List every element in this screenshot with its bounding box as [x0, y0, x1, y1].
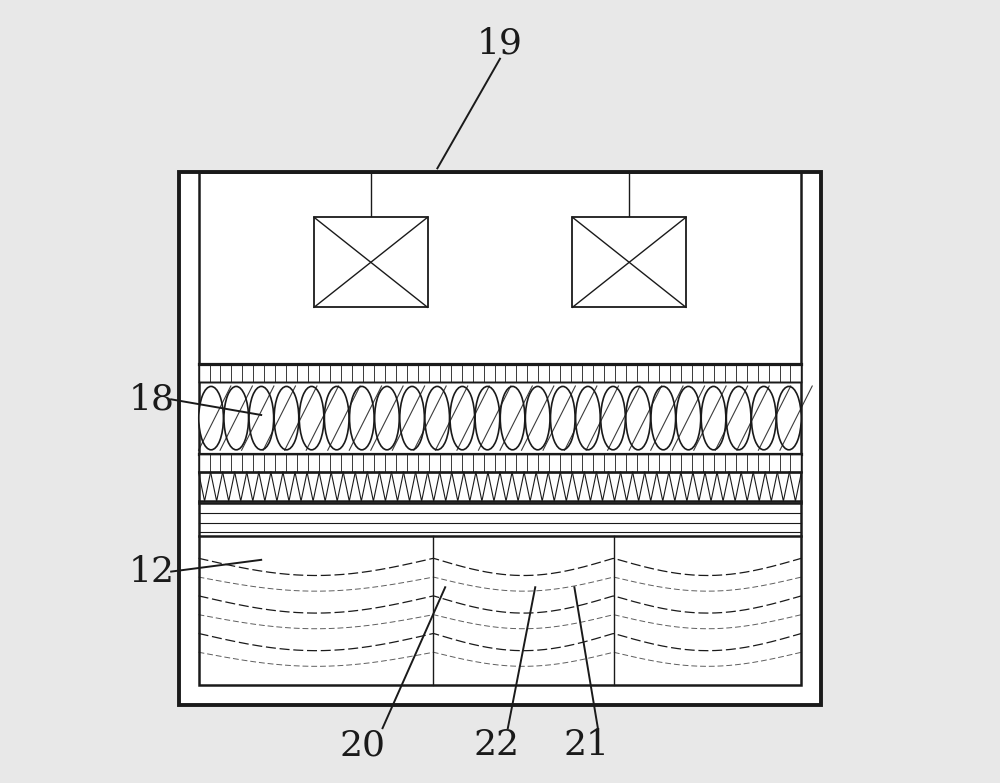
Ellipse shape — [475, 387, 500, 449]
Text: 12: 12 — [129, 554, 175, 589]
Ellipse shape — [576, 387, 600, 449]
Bar — [179, 172, 821, 705]
Ellipse shape — [274, 387, 299, 449]
Ellipse shape — [224, 387, 249, 449]
Text: 20: 20 — [340, 728, 386, 763]
Ellipse shape — [400, 387, 424, 449]
Ellipse shape — [425, 387, 450, 449]
Bar — [199, 172, 801, 685]
Ellipse shape — [525, 387, 550, 449]
Ellipse shape — [324, 387, 349, 449]
Text: 22: 22 — [473, 728, 519, 763]
Text: 19: 19 — [477, 26, 523, 60]
Ellipse shape — [626, 387, 650, 449]
Bar — [314, 217, 428, 307]
Ellipse shape — [199, 387, 223, 449]
Ellipse shape — [450, 387, 475, 449]
Bar — [199, 454, 801, 472]
Ellipse shape — [751, 387, 776, 449]
Text: 18: 18 — [129, 382, 175, 417]
Ellipse shape — [299, 387, 324, 449]
Ellipse shape — [350, 387, 374, 449]
Ellipse shape — [601, 387, 625, 449]
Ellipse shape — [500, 387, 525, 449]
Bar — [199, 364, 801, 382]
Ellipse shape — [651, 387, 676, 449]
Ellipse shape — [676, 387, 701, 449]
Ellipse shape — [249, 387, 274, 449]
Bar — [572, 217, 686, 307]
Ellipse shape — [777, 387, 801, 449]
Ellipse shape — [701, 387, 726, 449]
Ellipse shape — [375, 387, 399, 449]
Text: 21: 21 — [563, 728, 609, 763]
Ellipse shape — [726, 387, 751, 449]
Ellipse shape — [550, 387, 575, 449]
